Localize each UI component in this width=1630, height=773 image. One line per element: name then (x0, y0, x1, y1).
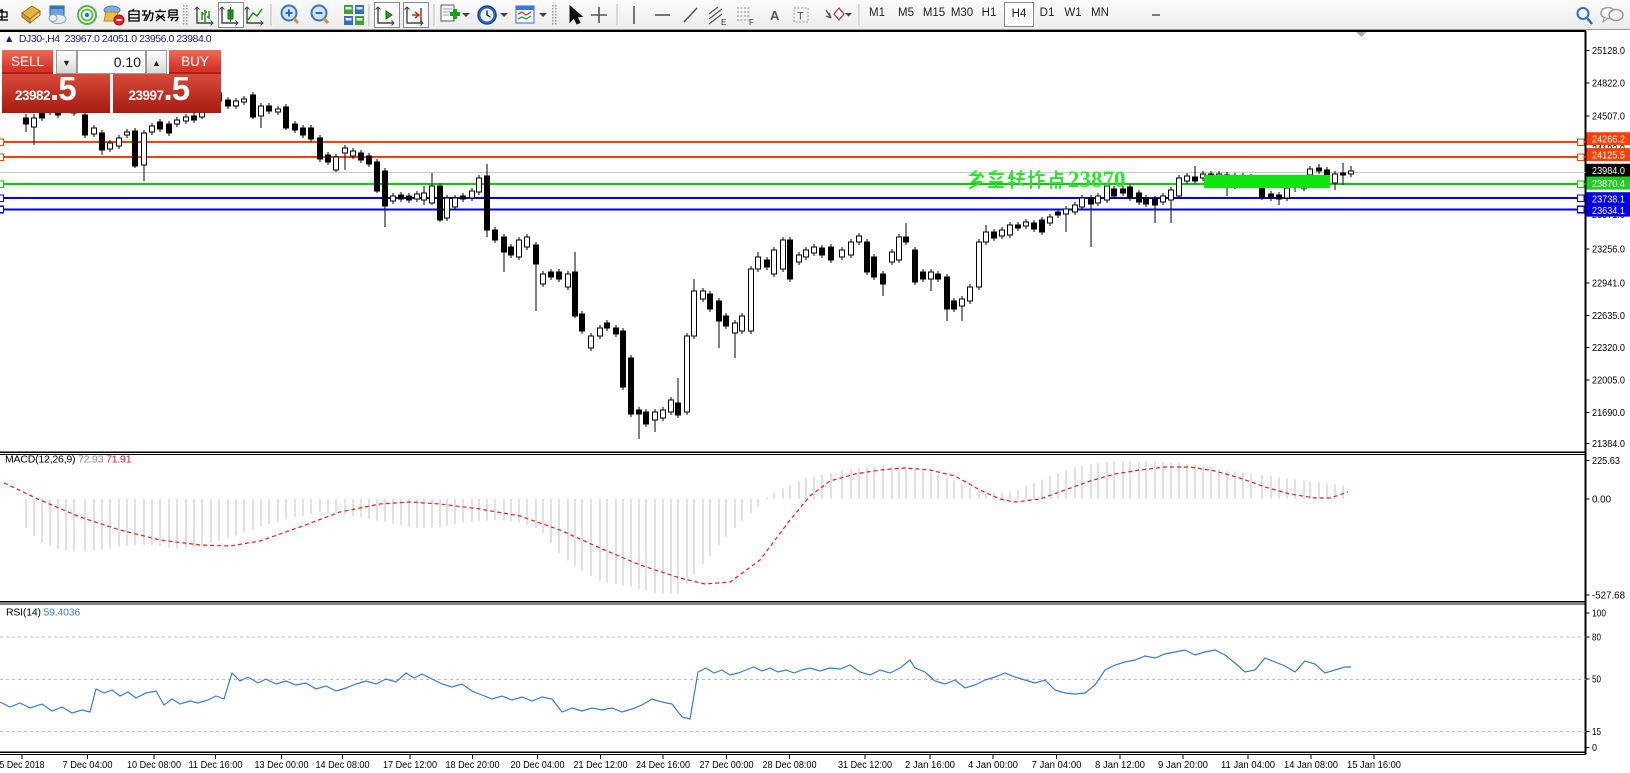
svg-text:MACD(12,26,9) 72.93 71.91: MACD(12,26,9) 72.93 71.91 (5, 454, 132, 466)
svg-text:-527.68: -527.68 (1592, 590, 1625, 602)
svg-text:22320.0: 22320.0 (1592, 342, 1625, 354)
svg-text:24507.0: 24507.0 (1592, 111, 1625, 123)
svg-text:23738.1: 23738.1 (1592, 194, 1625, 206)
svg-text:5 Dec 2018: 5 Dec 2018 (0, 759, 45, 771)
svg-text:15: 15 (1592, 726, 1601, 738)
svg-text:24 Dec 16:00: 24 Dec 16:00 (636, 759, 690, 771)
svg-text:14 Dec 08:00: 14 Dec 08:00 (316, 759, 370, 771)
svg-text:E: E (721, 18, 726, 27)
svg-text:13 Dec 00:00: 13 Dec 00:00 (255, 759, 309, 771)
svg-text:7 Dec 04:00: 7 Dec 04:00 (63, 759, 113, 771)
svg-text:4 Jan 00:00: 4 Jan 00:00 (968, 759, 1018, 771)
svg-text:21 Dec 12:00: 21 Dec 12:00 (574, 759, 628, 771)
svg-text:23870: 23870 (1068, 167, 1126, 192)
svg-text:23256.0: 23256.0 (1592, 244, 1625, 256)
svg-text:24125.5: 24125.5 (1592, 149, 1625, 161)
svg-text:7 Jan 04:00: 7 Jan 04:00 (1032, 759, 1082, 771)
svg-text:0: 0 (1592, 742, 1597, 754)
svg-text:23984.0: 23984.0 (1592, 165, 1625, 177)
svg-text:18 Dec 20:00: 18 Dec 20:00 (446, 759, 500, 771)
svg-text:11 Jan 04:00: 11 Jan 04:00 (1221, 759, 1275, 771)
svg-text:9 Jan 20:00: 9 Jan 20:00 (1158, 759, 1208, 771)
svg-text:24822.0: 24822.0 (1592, 78, 1625, 90)
svg-text:11 Dec 16:00: 11 Dec 16:00 (189, 759, 243, 771)
svg-text:8 Jan 12:00: 8 Jan 12:00 (1095, 759, 1145, 771)
svg-text:15 Jan 16:00: 15 Jan 16:00 (1347, 759, 1401, 771)
svg-text:22635.0: 22635.0 (1592, 310, 1625, 322)
svg-text:F: F (749, 18, 754, 27)
svg-text:22941.0: 22941.0 (1592, 278, 1625, 290)
svg-text:RSI(14) 59.4036: RSI(14) 59.4036 (6, 607, 80, 619)
svg-text:31 Dec 12:00: 31 Dec 12:00 (838, 759, 892, 771)
svg-text:23634.1: 23634.1 (1592, 205, 1625, 217)
svg-text:100: 100 (1592, 608, 1606, 620)
svg-text:2 Jan 16:00: 2 Jan 16:00 (905, 759, 955, 771)
svg-text:27 Dec 00:00: 27 Dec 00:00 (700, 759, 754, 771)
svg-text:24266.2: 24266.2 (1592, 134, 1625, 146)
svg-text:14 Jan 08:00: 14 Jan 08:00 (1284, 759, 1338, 771)
svg-text:80: 80 (1592, 632, 1601, 644)
svg-text:0.00: 0.00 (1592, 494, 1611, 506)
svg-text:21384.0: 21384.0 (1592, 438, 1625, 450)
svg-text:22005.0: 22005.0 (1592, 375, 1625, 387)
svg-text:T: T (797, 11, 804, 23)
svg-text:10 Dec 08:00: 10 Dec 08:00 (127, 759, 181, 771)
svg-text:17 Dec 12:00: 17 Dec 12:00 (383, 759, 437, 771)
svg-text:21690.0: 21690.0 (1592, 407, 1625, 419)
svg-text:23870.4: 23870.4 (1592, 178, 1625, 190)
svg-text:25128.0: 25128.0 (1592, 45, 1625, 57)
svg-text:28 Dec 08:00: 28 Dec 08:00 (763, 759, 817, 771)
svg-text:20 Dec 04:00: 20 Dec 04:00 (511, 759, 565, 771)
svg-text:A: A (770, 8, 780, 23)
svg-text:225.63: 225.63 (1592, 455, 1620, 467)
svg-text:50: 50 (1592, 674, 1601, 686)
